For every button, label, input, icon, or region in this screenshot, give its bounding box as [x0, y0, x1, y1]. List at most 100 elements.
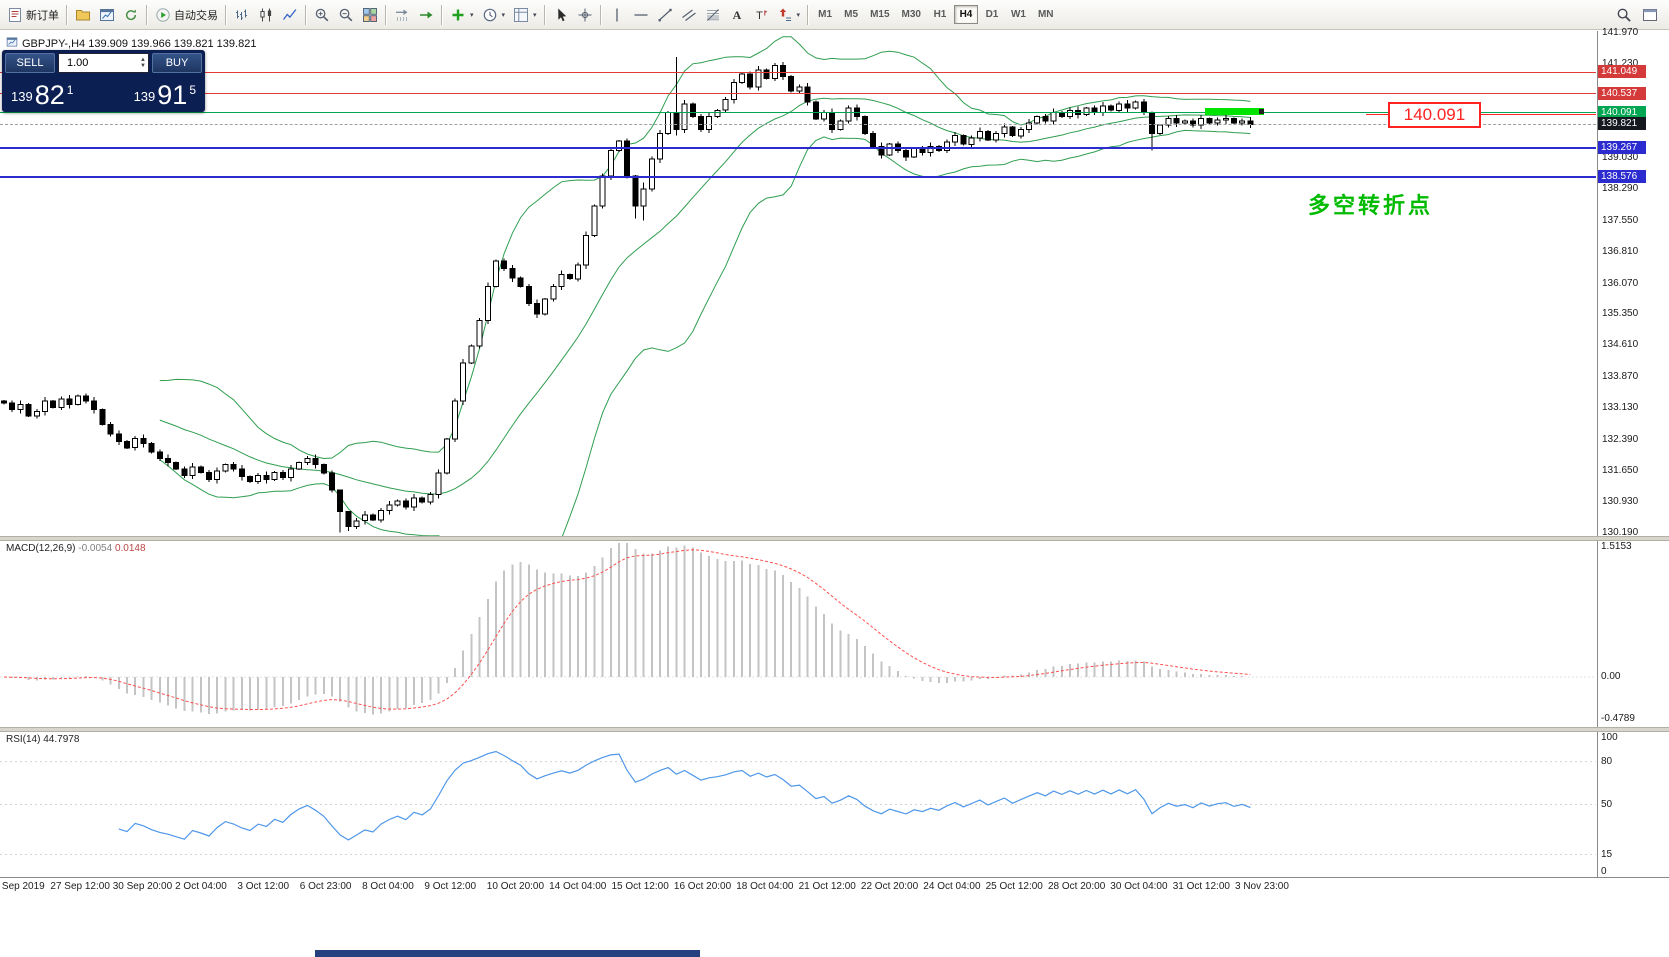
panel-divider[interactable]: [0, 727, 1669, 732]
buy-price: 139 91 5: [134, 82, 196, 109]
macd-title: MACD(12,26,9): [6, 543, 76, 554]
bottom-margin: [0, 896, 1669, 957]
price-axis-label: 131.650: [1602, 465, 1639, 477]
rsi-axis-label: 100: [1601, 732, 1618, 743]
time-axis-label: 31 Oct 12:00: [1172, 881, 1230, 892]
horizontal-level-line-139.267[interactable]: [0, 146, 1596, 149]
spin-down-icon[interactable]: ▼: [140, 63, 146, 69]
toolbar-separator: [441, 4, 443, 25]
refresh-button[interactable]: [119, 3, 143, 27]
indicators-button[interactable]: ▾: [446, 3, 478, 27]
cursor-button[interactable]: [549, 3, 573, 27]
highlight-marker[interactable]: [1205, 108, 1264, 115]
price-axis[interactable]: 141.970 141.230 139.030 138.290 137.550 136.8…: [1597, 27, 1669, 538]
sell-button[interactable]: SELL: [5, 53, 55, 73]
candlestick-chart[interactable]: [0, 31, 1596, 536]
spin-up-icon[interactable]: ▲: [140, 57, 146, 63]
time-axis-label: 2 Oct 04:00: [175, 881, 227, 892]
price-axis-label: 130.930: [1602, 495, 1639, 507]
sell-price-pip: 1: [66, 83, 74, 97]
label-button[interactable]: T: [749, 3, 773, 27]
templates-button[interactable]: ▾: [509, 3, 541, 27]
panel-divider[interactable]: [0, 536, 1669, 541]
timeframe-h4-button[interactable]: H4: [953, 5, 978, 24]
timeframe-m1-button[interactable]: M1: [818, 9, 833, 20]
macd-axis-label: 0.00: [1601, 671, 1621, 682]
rsi-axis[interactable]: [1597, 732, 1669, 877]
crosshair-button[interactable]: [573, 3, 597, 27]
timeframe-w1-button[interactable]: W1: [1010, 9, 1026, 20]
time-axis-label: 14 Oct 04:00: [549, 881, 607, 892]
trendline-button[interactable]: [653, 3, 677, 27]
periods-button[interactable]: ▾: [478, 3, 510, 27]
price-axis-label: 134.610: [1602, 339, 1639, 351]
tile-windows-button[interactable]: [358, 3, 382, 27]
callout-connector-line: [1366, 114, 1388, 115]
price-axis-label: 141.230: [1602, 58, 1639, 70]
price-callout-box[interactable]: 140.091: [1388, 102, 1481, 128]
price-badge: 140.091: [1598, 105, 1646, 119]
timeframe-mn-button[interactable]: MN: [1037, 9, 1054, 20]
macd-axis[interactable]: [1597, 541, 1669, 727]
one-click-trading-panel: SELL 1.00 ▲ ▼ BUY 139 82 1 139 91 5: [2, 50, 205, 112]
svg-text:A: A: [732, 8, 741, 22]
volume-spinner[interactable]: 1.00 ▲ ▼: [58, 53, 149, 73]
chart-window-icon: [6, 36, 18, 51]
arrows-button[interactable]: ▾: [773, 3, 805, 27]
price-axis-label: 138.290: [1602, 183, 1639, 195]
profiles-button[interactable]: [71, 3, 95, 27]
toolbar-separator: [146, 4, 148, 25]
chart-symbol-title: GBPJPY-,H4 139.909 139.966 139.821 139.8…: [6, 36, 256, 51]
horizontal-level-line-141.049[interactable]: [0, 71, 1596, 73]
price-axis-label: 132.390: [1602, 433, 1639, 445]
new-order-button[interactable]: 新订单: [3, 3, 63, 27]
timeframe-m5-button[interactable]: M5: [844, 9, 859, 20]
windows-button[interactable]: [1638, 3, 1662, 27]
turning-point-label[interactable]: 多空转折点: [1308, 193, 1434, 218]
time-axis-label: 28 Oct 20:00: [1048, 881, 1106, 892]
price-axis-label: 133.870: [1602, 370, 1639, 382]
timeframe-h1-button[interactable]: H1: [933, 9, 947, 20]
horizontal-level-line-140.091[interactable]: [0, 112, 1596, 114]
timeframe-d1-button[interactable]: D1: [985, 9, 999, 20]
chart-window[interactable]: GBPJPY-,H4 139.909 139.966 139.821 139.8…: [0, 27, 1669, 538]
volume-spin-arrows[interactable]: ▲ ▼: [140, 57, 146, 69]
price-badge: 138.576: [1598, 170, 1646, 184]
macd-plot: [0, 543, 1596, 715]
toolbar-separator: [543, 4, 546, 25]
price-axis-label: 136.810: [1602, 246, 1639, 257]
bar-chart-button[interactable]: [230, 3, 254, 27]
bid-price-line: [0, 124, 1596, 126]
zoom-in-button[interactable]: [310, 3, 334, 27]
timeframe-m30-button[interactable]: M30: [901, 9, 921, 20]
horizontal-line-button[interactable]: [629, 3, 653, 27]
price-axis-label: 135.350: [1602, 308, 1639, 319]
rsi-value: 44.7978: [43, 734, 80, 745]
candle-chart-button[interactable]: [254, 3, 278, 27]
toolbar-separator: [385, 4, 387, 25]
marker-handle[interactable]: [1259, 109, 1264, 114]
vertical-line-button[interactable]: [605, 3, 629, 27]
buy-price-pip: 5: [189, 83, 196, 97]
horizontal-level-line-140.537[interactable]: [0, 93, 1596, 95]
chart-shift-button[interactable]: [390, 3, 414, 27]
text-button[interactable]: A: [725, 3, 749, 27]
search-button[interactable]: [1612, 3, 1636, 27]
macd-value: -0.0054: [78, 543, 113, 554]
timeframe-m15-button[interactable]: M15: [870, 9, 890, 20]
time-axis-label: 18 Oct 04:00: [736, 881, 794, 892]
zoom-out-button[interactable]: [334, 3, 358, 27]
autotrading-button[interactable]: 自动交易: [151, 3, 222, 27]
svg-text:T: T: [756, 10, 763, 22]
buy-button[interactable]: BUY: [152, 53, 202, 73]
time-axis-label: 27 Sep 12:00: [50, 881, 110, 892]
auto-scroll-button[interactable]: [414, 3, 438, 27]
macd-panel: MACD(12,26,9) -0.0054 0.0148 1.5153 0.00 -…: [0, 541, 1669, 727]
line-chart-button[interactable]: [278, 3, 302, 27]
horizontal-scrollbar-thumb[interactable]: [315, 950, 700, 957]
horizontal-level-line-138.576[interactable]: [0, 176, 1596, 179]
fibonacci-button[interactable]: [701, 3, 725, 27]
channel-button[interactable]: [677, 3, 701, 27]
charts-button[interactable]: [95, 3, 119, 27]
